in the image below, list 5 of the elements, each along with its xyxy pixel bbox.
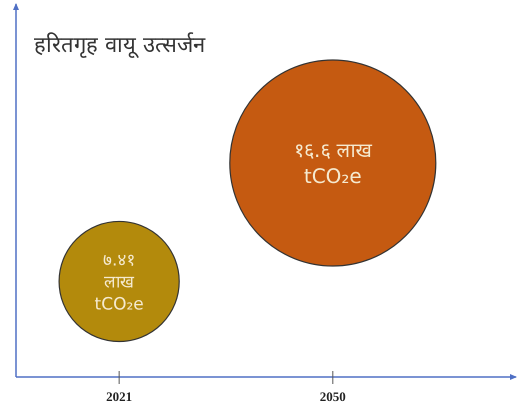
x-tick-label: 2021 xyxy=(106,389,132,404)
x-tick-label: 2050 xyxy=(320,389,346,404)
data-label: १६.६ लाख tCO₂e xyxy=(294,138,373,188)
data-label: ७.४१ लाख tCO₂e xyxy=(94,250,144,315)
chart-title: हरितगृह वायू उत्सर्जन xyxy=(34,32,206,59)
